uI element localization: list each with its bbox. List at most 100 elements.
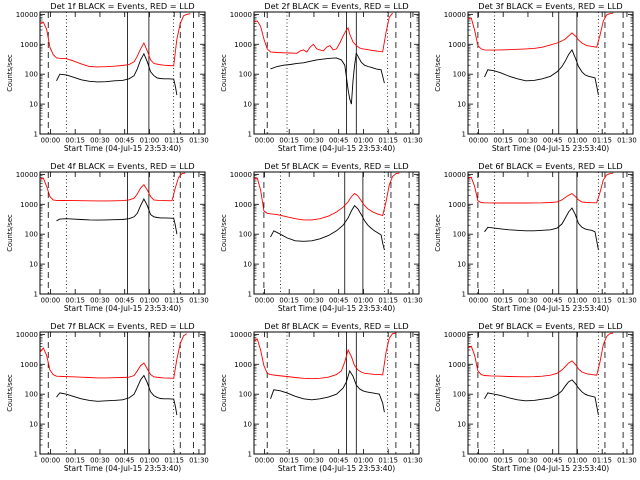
y-tick-label: 1000 <box>448 361 466 369</box>
series-line-events <box>484 207 599 250</box>
x-tick-label: 01:00 <box>354 137 374 145</box>
y-tick-label: 10 <box>29 421 38 429</box>
x-tick-label: 01:30 <box>403 457 423 465</box>
y-axis-label: Counts/sec <box>6 374 14 412</box>
y-tick-label: 1000 <box>234 361 252 369</box>
x-tick-label: 01:00 <box>140 457 160 465</box>
x-tick-label: 00:15 <box>493 457 513 465</box>
plot-frame <box>253 331 420 455</box>
x-tick-label: 00:30 <box>90 137 110 145</box>
x-tick-label: 00:45 <box>543 297 563 305</box>
x-tick-label: 01:15 <box>378 137 398 145</box>
series-line-lld <box>467 332 614 378</box>
x-axis-label: Start Time (04-Jul-15 23:53:40) <box>278 464 395 473</box>
y-tick-label: 1000 <box>234 201 252 209</box>
y-tick-label: 1000 <box>448 201 466 209</box>
panel-title: Det 7f BLACK = Events, RED = LLD <box>50 321 194 331</box>
y-tick-label: 10000 <box>16 331 38 339</box>
y-axis-label: Counts/sec <box>220 214 228 252</box>
y-tick-label: 10000 <box>230 171 252 179</box>
plot-frame <box>39 11 206 135</box>
x-tick-label: 01:00 <box>354 297 374 305</box>
plot-frame <box>467 171 634 295</box>
x-tick-label: 00:30 <box>90 457 110 465</box>
panel-title: Det 8f BLACK = Events, RED = LLD <box>264 321 408 331</box>
x-tick-label: 01:00 <box>354 457 374 465</box>
x-tick-label: 00:00 <box>469 457 489 465</box>
plot-frame <box>39 171 206 295</box>
y-tick-label: 10000 <box>444 171 466 179</box>
x-tick-label: 00:30 <box>518 137 538 145</box>
panel-title: Det 3f BLACK = Events, RED = LLD <box>478 1 622 11</box>
y-tick-label: 100 <box>453 231 466 239</box>
y-tick-label: 10 <box>457 261 466 269</box>
series-line-events <box>270 51 385 105</box>
x-tick-label: 00:15 <box>65 137 85 145</box>
x-tick-label: 01:15 <box>164 457 184 465</box>
y-tick-label: 10000 <box>16 11 38 19</box>
y-tick-label: 1 <box>462 451 466 459</box>
x-tick-label: 00:30 <box>518 297 538 305</box>
x-tick-label: 01:30 <box>189 137 209 145</box>
x-tick-label: 00:00 <box>41 137 61 145</box>
x-tick-label: 00:30 <box>518 457 538 465</box>
x-axis-label: Start Time (04-Jul-15 23:53:40) <box>64 304 181 313</box>
y-axis-label: Counts/sec <box>6 54 14 92</box>
x-tick-label: 00:15 <box>65 457 85 465</box>
y-tick-label: 1 <box>248 291 252 299</box>
x-tick-label: 01:00 <box>568 297 588 305</box>
series-line-lld <box>467 12 614 51</box>
plot-frame <box>253 171 420 295</box>
panel-title: Det 5f BLACK = Events, RED = LLD <box>264 161 408 171</box>
y-tick-label: 1 <box>34 291 38 299</box>
y-tick-label: 1000 <box>20 361 38 369</box>
x-tick-label: 00:45 <box>115 457 135 465</box>
x-tick-label: 01:00 <box>140 137 160 145</box>
panel-title: Det 2f BLACK = Events, RED = LLD <box>264 1 408 11</box>
y-tick-label: 100 <box>453 71 466 79</box>
x-tick-label: 01:30 <box>617 297 637 305</box>
x-tick-label: 00:15 <box>279 137 299 145</box>
y-tick-label: 1 <box>462 291 466 299</box>
x-axis-label: Start Time (04-Jul-15 23:53:40) <box>278 304 395 313</box>
y-tick-label: 100 <box>25 71 38 79</box>
y-axis-label: Counts/sec <box>220 374 228 412</box>
x-tick-label: 01:30 <box>403 297 423 305</box>
plot-frame <box>253 11 420 135</box>
y-tick-label: 1000 <box>20 201 38 209</box>
x-tick-label: 01:30 <box>189 297 209 305</box>
x-tick-label: 00:15 <box>279 457 299 465</box>
series-line-events <box>484 48 599 96</box>
detector-panel-5: Det 5f BLACK = Events, RED = LLD 1 10 100 10… <box>220 161 423 313</box>
series-line-lld <box>39 13 191 68</box>
y-tick-label: 10000 <box>444 11 466 19</box>
panel-title: Det 6f BLACK = Events, RED = LLD <box>478 161 622 171</box>
series-line-lld <box>467 172 614 204</box>
y-tick-label: 10000 <box>230 11 252 19</box>
x-tick-label: 00:45 <box>329 297 349 305</box>
x-tick-label: 00:30 <box>304 137 324 145</box>
y-tick-label: 1 <box>248 451 252 459</box>
x-tick-label: 00:45 <box>329 137 349 145</box>
x-tick-label: 01:30 <box>617 137 637 145</box>
x-tick-label: 00:45 <box>543 137 563 145</box>
detector-panel-2: Det 2f BLACK = Events, RED = LLD 1 10 100 10… <box>220 1 423 153</box>
y-tick-label: 100 <box>453 391 466 399</box>
y-tick-label: 1000 <box>234 41 252 49</box>
x-tick-label: 00:30 <box>304 297 324 305</box>
x-tick-label: 00:15 <box>493 297 513 305</box>
y-tick-label: 10 <box>243 421 252 429</box>
panel-title: Det 9f BLACK = Events, RED = LLD <box>478 321 622 331</box>
x-tick-label: 01:15 <box>378 297 398 305</box>
x-tick-label: 01:15 <box>378 457 398 465</box>
x-tick-label: 00:00 <box>41 457 61 465</box>
series-line-events <box>270 204 385 250</box>
x-tick-label: 00:45 <box>115 297 135 305</box>
y-tick-label: 1 <box>462 131 466 139</box>
series-line-lld <box>253 332 396 380</box>
y-tick-label: 100 <box>239 231 252 239</box>
y-tick-label: 10 <box>29 101 38 109</box>
x-tick-label: 00:45 <box>329 457 349 465</box>
series-line-events <box>56 374 178 416</box>
